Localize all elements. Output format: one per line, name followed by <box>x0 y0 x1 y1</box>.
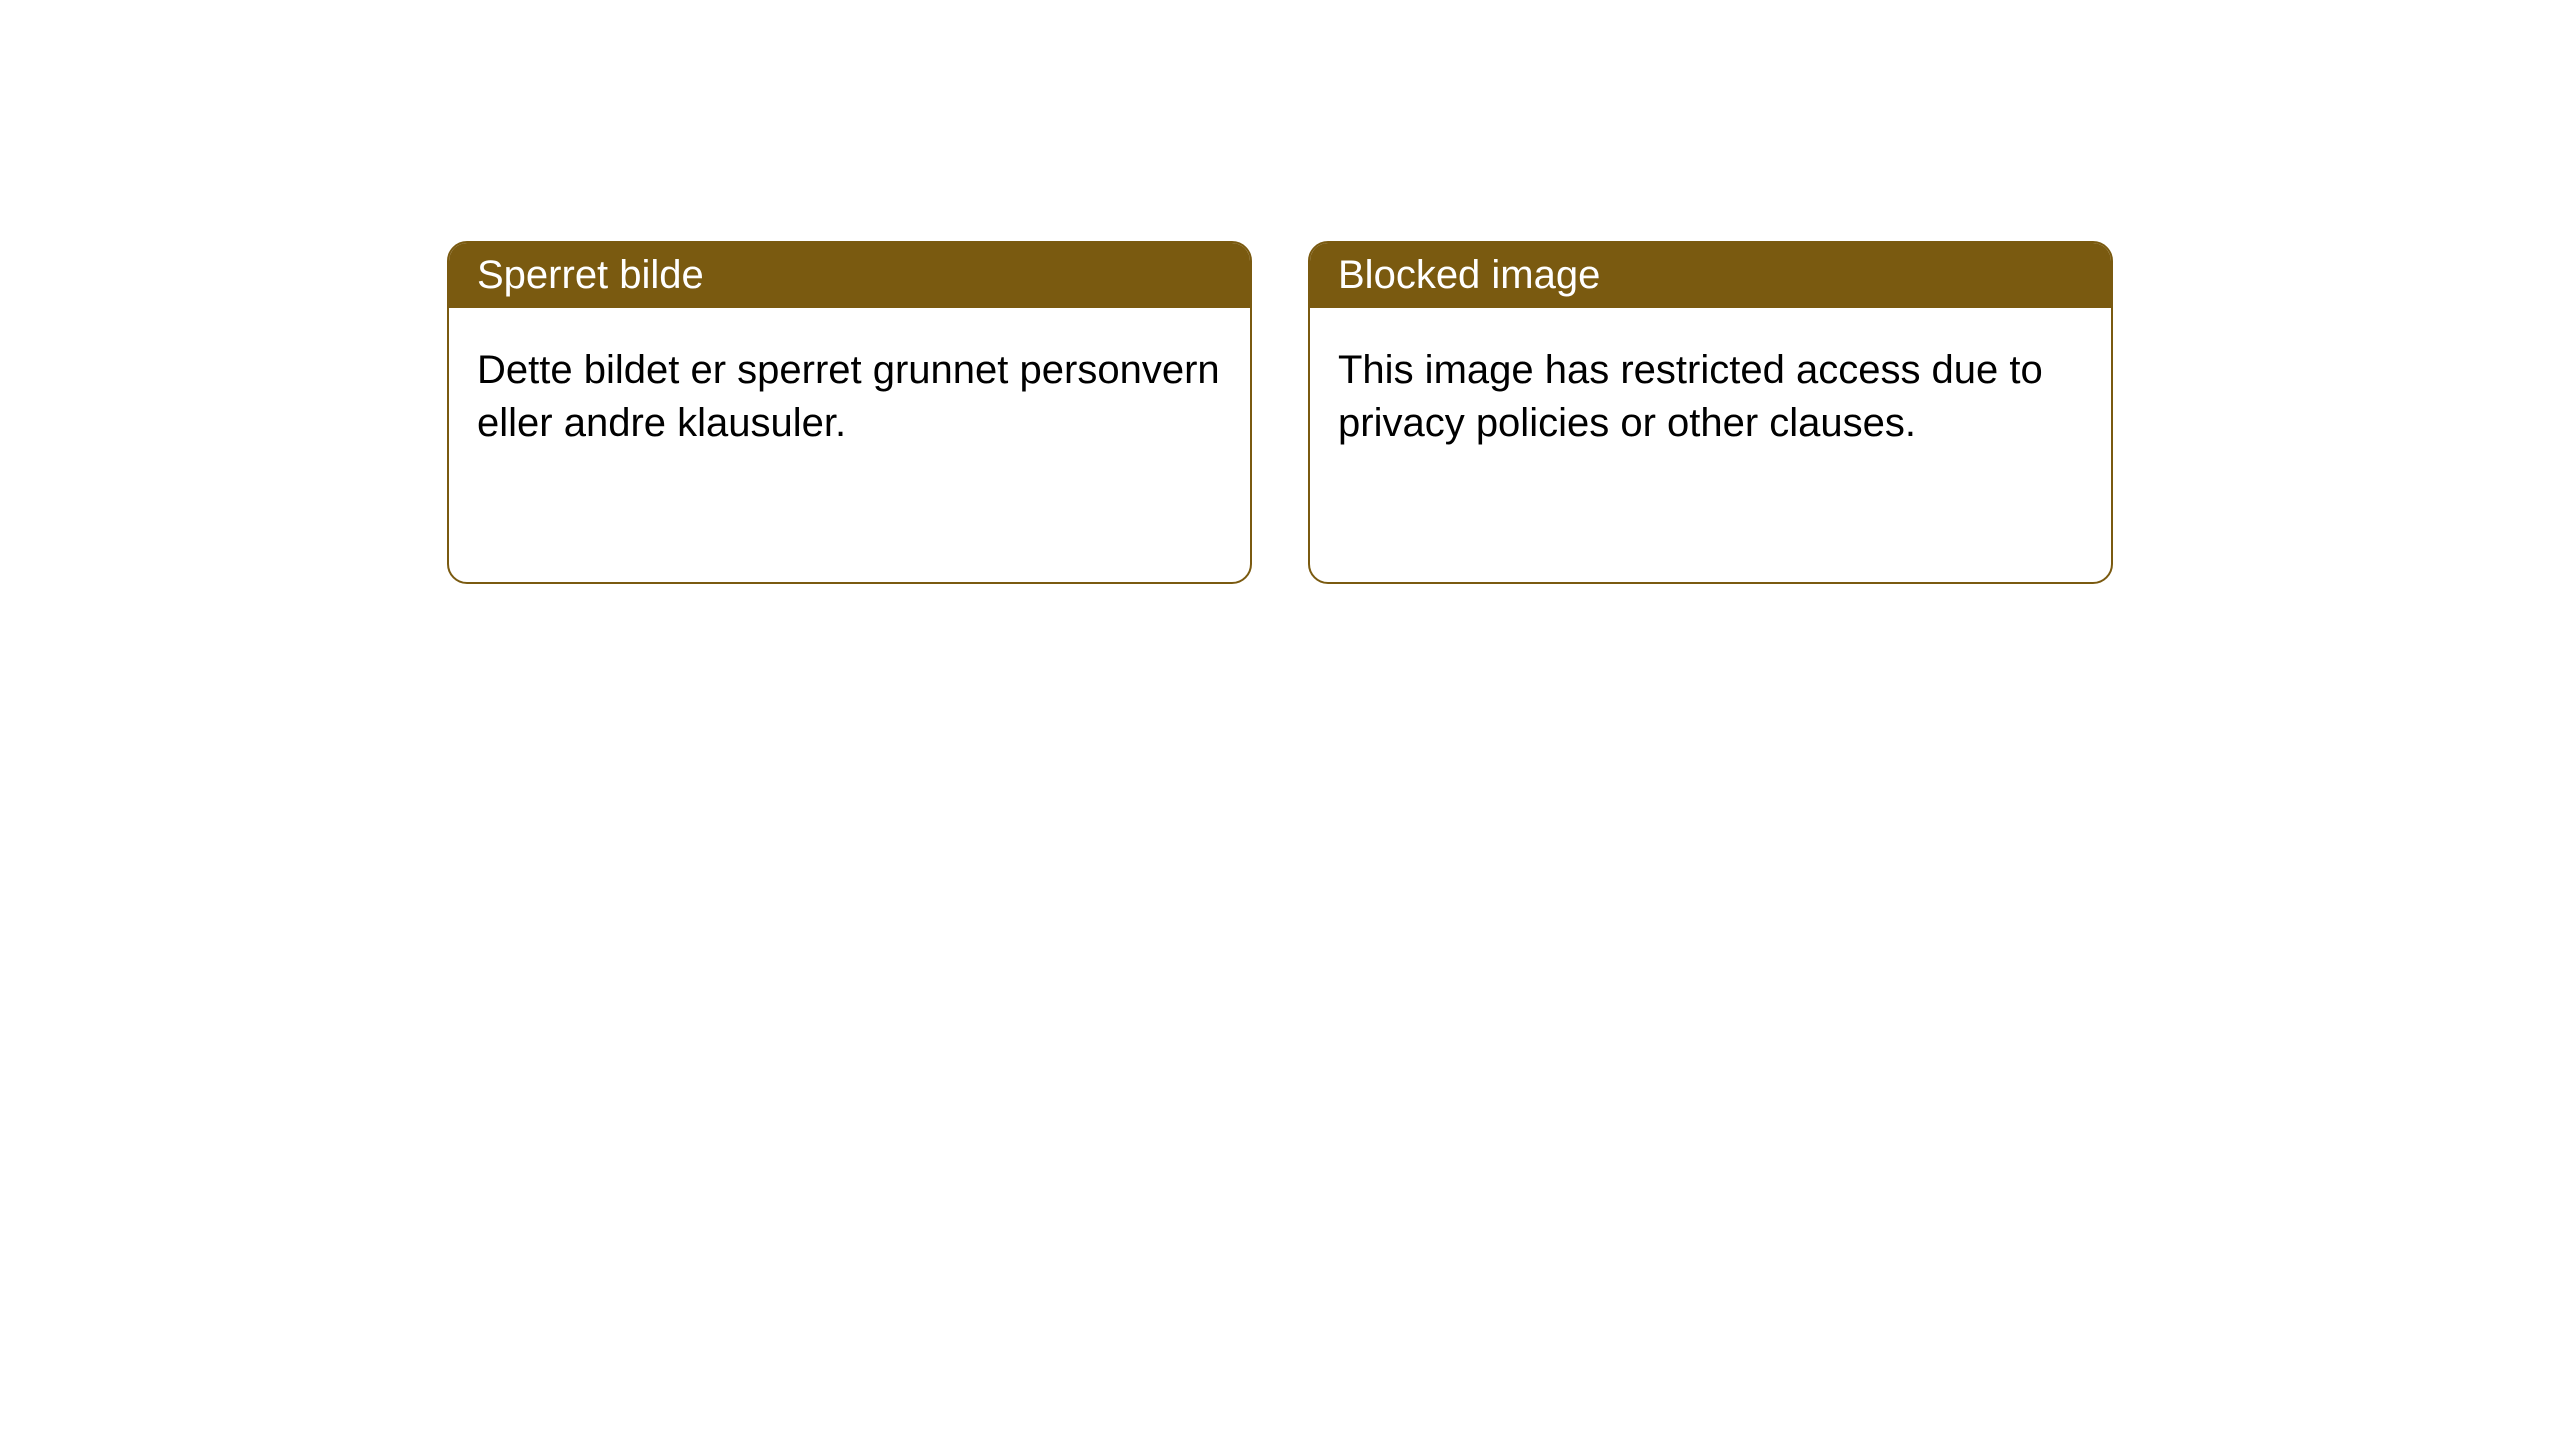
blocked-image-card-norwegian: Sperret bilde Dette bildet er sperret gr… <box>447 241 1252 584</box>
card-header: Blocked image <box>1310 243 2111 308</box>
card-body-text: Dette bildet er sperret grunnet personve… <box>477 344 1222 450</box>
card-body: Dette bildet er sperret grunnet personve… <box>449 308 1250 582</box>
notice-cards-container: Sperret bilde Dette bildet er sperret gr… <box>0 0 2560 584</box>
card-title: Sperret bilde <box>477 253 704 297</box>
blocked-image-card-english: Blocked image This image has restricted … <box>1308 241 2113 584</box>
card-body: This image has restricted access due to … <box>1310 308 2111 582</box>
card-title: Blocked image <box>1338 253 1600 297</box>
card-body-text: This image has restricted access due to … <box>1338 344 2083 450</box>
card-header: Sperret bilde <box>449 243 1250 308</box>
